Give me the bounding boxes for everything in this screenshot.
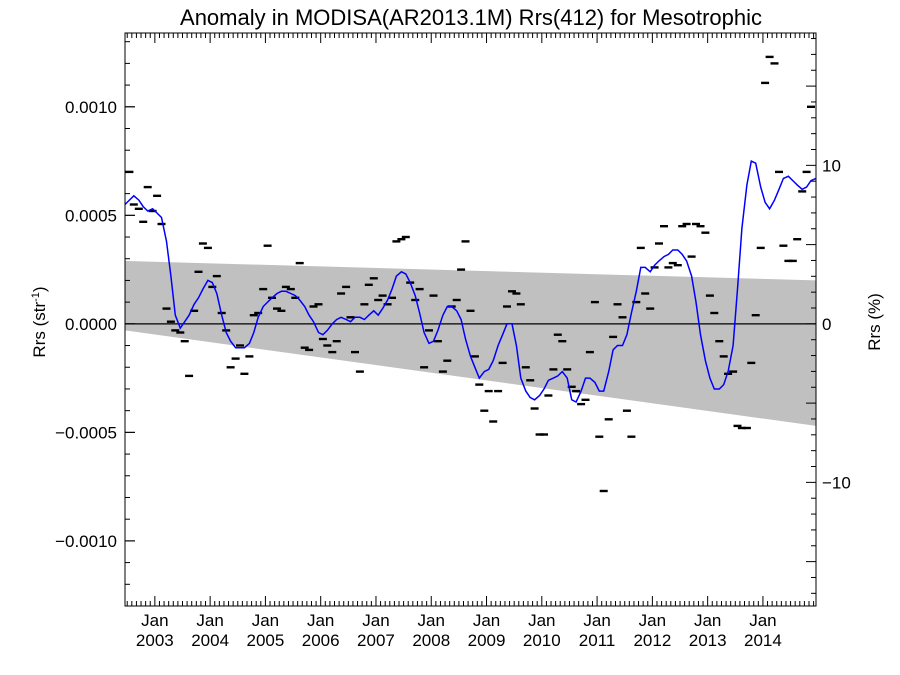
y-axis-label-left: Rrs (str-1)	[30, 286, 49, 357]
left-tick-label: −0.0010	[55, 532, 117, 551]
right-tick-label: 0	[822, 315, 831, 334]
x-tick-label-year: 2003	[136, 631, 174, 650]
x-tick-label-month: Jan	[583, 611, 610, 630]
x-tick-label-month: Jan	[252, 611, 279, 630]
x-axis: Jan2003Jan2004Jan2005Jan2006Jan2007Jan20…	[126, 33, 815, 650]
x-tick-label-year: 2006	[302, 631, 340, 650]
x-tick-label-year: 2011	[579, 631, 616, 650]
right-tick-label: −10	[822, 473, 851, 492]
x-tick-label-month: Jan	[694, 611, 721, 630]
x-tick-label-year: 2014	[744, 631, 782, 650]
x-tick-label-year: 2008	[412, 631, 450, 650]
x-tick-label-year: 2004	[191, 631, 229, 650]
left-axis: 0.0010 0.0005 0.0000 −0.0005 −0.0010	[55, 41, 135, 607]
x-tick-label-month: Jan	[749, 611, 776, 630]
x-tick-label-year: 2013	[689, 631, 727, 650]
x-tick-label-month: Jan	[639, 611, 666, 630]
x-tick-label-month: Jan	[528, 611, 555, 630]
x-tick-label-year: 2007	[357, 631, 395, 650]
plot-area	[124, 55, 817, 493]
x-tick-label-year: 2010	[523, 631, 561, 650]
x-tick-label-year: 2005	[246, 631, 284, 650]
x-tick-label-month: Jan	[362, 611, 389, 630]
left-tick-label: −0.0005	[55, 423, 117, 442]
monthly-anomaly-markers	[125, 55, 815, 493]
plot-frame	[124, 32, 817, 607]
smoothed-anomaly-line	[124, 160, 817, 404]
trend-confidence-band	[125, 260, 816, 426]
chart-title: Anomaly in MODISA(AR2013.1M) Rrs(412) fo…	[180, 5, 762, 30]
y-axis-label-right: Rrs (%)	[865, 293, 884, 351]
x-tick-label-year: 2009	[468, 631, 506, 650]
x-tick-label-year: 2012	[633, 631, 671, 650]
right-axis: 10 0 −10	[806, 38, 851, 594]
right-tick-label: 10	[822, 156, 841, 175]
x-tick-label-month: Jan	[141, 611, 168, 630]
left-tick-label: 0.0005	[65, 206, 117, 225]
x-tick-label-month: Jan	[418, 611, 445, 630]
x-tick-label-month: Jan	[307, 611, 334, 630]
left-tick-label: 0.0000	[65, 315, 117, 334]
left-tick-label: 0.0010	[65, 98, 117, 117]
x-tick-label-month: Jan	[473, 611, 500, 630]
x-tick-label-month: Jan	[196, 611, 223, 630]
